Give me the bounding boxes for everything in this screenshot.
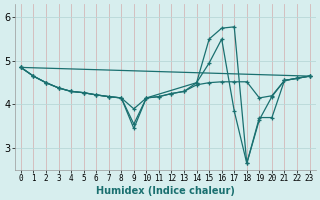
X-axis label: Humidex (Indice chaleur): Humidex (Indice chaleur) [96,186,235,196]
